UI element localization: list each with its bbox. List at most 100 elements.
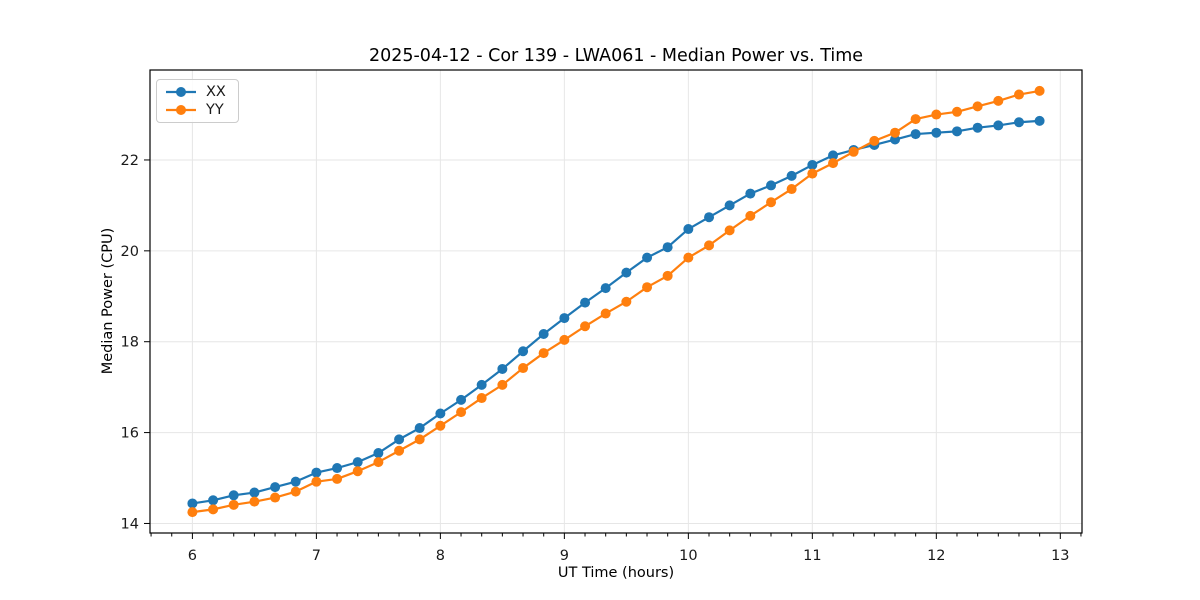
- series-yy-marker: [807, 168, 818, 179]
- series-xx-marker: [332, 463, 343, 474]
- series-xx-marker: [786, 170, 797, 181]
- legend-item-xx: XX: [164, 85, 226, 100]
- series-xx-marker: [972, 122, 983, 133]
- x-tick-label: 13: [1051, 548, 1069, 564]
- y-tick-label: 22: [121, 153, 139, 169]
- series-xx-marker: [228, 490, 239, 501]
- series-yy-marker: [538, 348, 549, 359]
- series-yy-marker: [869, 135, 880, 146]
- x-tick-label: 7: [312, 548, 321, 564]
- legend-item-yy: YY: [164, 102, 226, 118]
- series-yy-marker: [435, 420, 446, 431]
- y-axis-ticks: 14 16 18 20 22: [121, 153, 150, 532]
- series-xx-marker: [745, 188, 756, 199]
- series-yy-line: [191, 89, 1041, 514]
- yy-line-marker-sample: [166, 104, 196, 115]
- x-tick-label: 9: [560, 548, 569, 564]
- x-axis-label: UT Time (hours): [557, 565, 675, 581]
- series-xx-marker: [662, 242, 673, 253]
- series-xx-marker: [1014, 117, 1025, 128]
- series-xx-marker: [249, 487, 260, 498]
- series-xx-marker: [435, 408, 446, 419]
- xx-line-marker-sample: [166, 87, 196, 98]
- series-yy-marker: [621, 296, 632, 307]
- series-xx-marker: [952, 126, 963, 137]
- x-tick-label: 12: [927, 548, 945, 564]
- series-xx-marker: [518, 346, 529, 357]
- x-axis-ticks: 6 7 8 9 10 11 12 13: [188, 533, 1070, 564]
- series-yy-marker: [456, 407, 467, 418]
- series-xx-marker: [1034, 115, 1045, 126]
- series-yy-marker: [1034, 85, 1045, 96]
- series-xx-marker: [456, 394, 467, 405]
- y-tick-label: 16: [121, 426, 139, 442]
- series-yy-marker: [559, 334, 570, 345]
- series-yy-marker: [1014, 89, 1025, 100]
- series-yy-marker: [497, 379, 508, 390]
- series-xx-marker: [187, 498, 198, 509]
- chart-title: 2025-04-12 - Cor 139 - LWA061 - Median P…: [368, 46, 864, 66]
- series-yy-marker: [476, 393, 487, 404]
- series-xx: [187, 115, 1045, 509]
- series-xx-marker: [600, 283, 611, 294]
- series-yy-marker: [704, 240, 715, 251]
- y-tick-label: 18: [121, 335, 139, 351]
- x-tick-label: 8: [436, 548, 445, 564]
- series-xx-marker: [580, 297, 591, 308]
- series-xx-marker: [270, 482, 281, 493]
- series-yy-marker: [683, 252, 694, 263]
- series-xx-marker: [208, 495, 219, 506]
- series-xx-marker: [683, 224, 694, 235]
- series-yy-marker: [580, 321, 591, 332]
- series-xx-marker: [290, 476, 301, 487]
- legend: XX YY: [156, 79, 239, 123]
- series-xx-marker: [828, 150, 839, 161]
- series-xx-marker: [352, 457, 363, 468]
- series-yy-marker: [828, 158, 839, 169]
- gridlines: [150, 70, 1082, 533]
- series-yy-marker: [724, 225, 735, 236]
- x-tick-label: 6: [188, 548, 197, 564]
- series-yy-marker: [311, 476, 322, 487]
- series-xx-marker: [394, 434, 405, 445]
- series-xx-marker: [766, 180, 777, 191]
- series-yy-marker: [208, 504, 219, 515]
- series-xx-marker: [993, 120, 1004, 131]
- series-yy-marker: [848, 146, 859, 157]
- series-xx-line: [191, 119, 1041, 505]
- series-yy-marker: [931, 109, 942, 120]
- series-xx-marker: [931, 127, 942, 138]
- legend-label-xx: XX: [206, 84, 226, 100]
- series-xx-marker: [724, 200, 735, 211]
- series-xx-marker: [807, 159, 818, 170]
- x-tick-label: 11: [803, 548, 821, 564]
- series-yy-marker: [394, 445, 405, 456]
- series-xx-marker: [373, 448, 384, 459]
- series-yy-marker: [890, 127, 901, 138]
- series-yy: [187, 85, 1045, 518]
- series-yy-marker: [518, 363, 529, 374]
- series-xx-marker: [538, 328, 549, 339]
- series-xx-marker: [621, 267, 632, 278]
- series-yy-marker: [766, 197, 777, 208]
- y-axis-label: Median Power (CPU): [100, 227, 116, 375]
- y-tick-label: 20: [121, 244, 139, 260]
- series-yy-marker: [270, 492, 281, 503]
- series-yy-marker: [352, 466, 363, 477]
- series-yy-marker: [373, 457, 384, 468]
- series-yy-marker: [187, 507, 198, 518]
- x-minor-ticks: [150, 533, 1082, 537]
- series-xx-marker: [311, 467, 322, 478]
- x-tick-label: 10: [679, 548, 697, 564]
- series-yy-marker: [910, 114, 921, 125]
- series-yy-marker: [786, 184, 797, 195]
- series-yy-marker: [745, 210, 756, 221]
- series-xx-marker: [704, 212, 715, 223]
- series-yy-marker: [642, 282, 653, 293]
- series-yy-marker: [952, 106, 963, 117]
- axes-frame: [149, 69, 1083, 534]
- series-yy-marker: [249, 496, 260, 507]
- series-yy-marker: [600, 308, 611, 319]
